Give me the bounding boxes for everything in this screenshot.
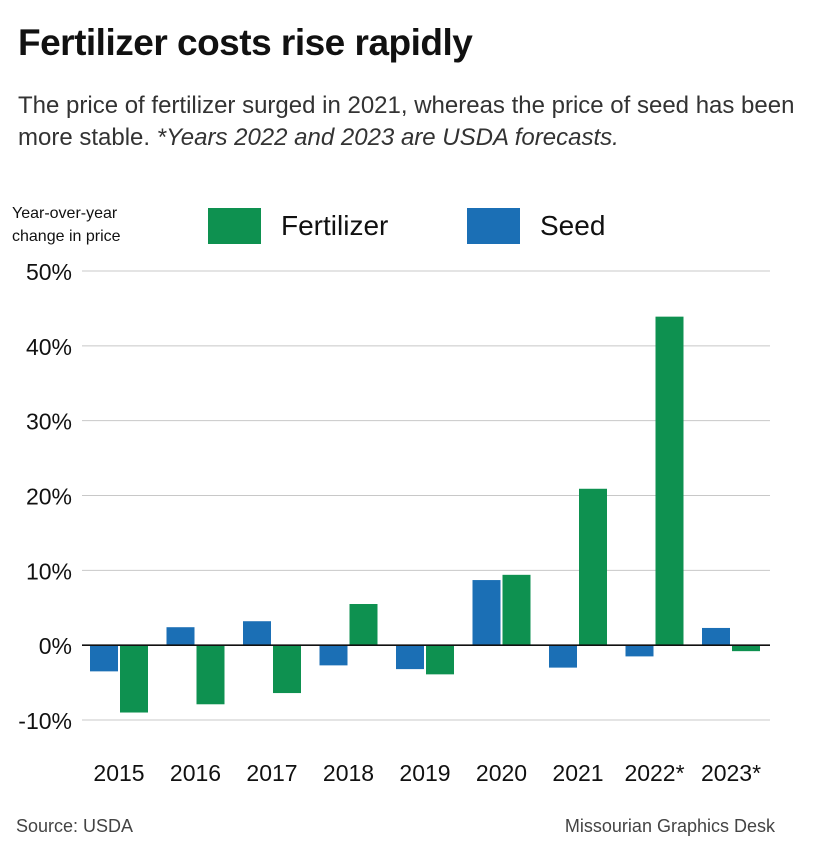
y-tick-label: 0% bbox=[39, 633, 72, 659]
bar-fertilizer bbox=[120, 645, 148, 713]
legend-swatch-fertilizer bbox=[208, 208, 261, 244]
subtitle-text: The price of fertilizer surged in 2021, … bbox=[18, 92, 795, 151]
bar-fertilizer bbox=[273, 645, 301, 694]
x-tick-label: 2020 bbox=[476, 760, 527, 786]
y-tick-label: 10% bbox=[26, 558, 72, 584]
bar-seed bbox=[319, 645, 348, 666]
bar-seed bbox=[625, 645, 654, 657]
y-axis-label: Year-over-year change in price bbox=[12, 205, 121, 245]
y-tick-label: 50% bbox=[26, 259, 72, 285]
x-tick-label: 2017 bbox=[246, 760, 297, 786]
bar-fertilizer bbox=[655, 316, 684, 646]
y-tick-label: 40% bbox=[26, 334, 72, 360]
x-tick-label: 2015 bbox=[93, 760, 144, 786]
bar-fertilizer bbox=[349, 604, 378, 646]
graphics-credit: Missourian Graphics Desk bbox=[564, 816, 775, 836]
bar-fertilizer bbox=[426, 645, 454, 675]
legend-item-seed: Seed bbox=[467, 208, 605, 244]
bar-seed bbox=[396, 645, 424, 670]
legend-swatch-seed bbox=[467, 208, 520, 244]
x-tick-label: 2023* bbox=[701, 760, 761, 786]
bar-seed bbox=[90, 645, 118, 672]
bar-seed bbox=[166, 627, 195, 646]
source-note: Source: USDA bbox=[16, 816, 134, 836]
y-tick-label: 30% bbox=[26, 409, 72, 435]
x-tick-label: 2019 bbox=[399, 760, 450, 786]
bar-fertilizer bbox=[732, 645, 760, 652]
chart-subtitle: The price of fertilizer surged in 2021, … bbox=[18, 90, 808, 154]
bar-seed bbox=[243, 621, 271, 646]
legend-label-fertilizer: Fertilizer bbox=[281, 210, 389, 241]
forecast-note: *Years 2022 and 2023 are USDA forecasts. bbox=[156, 124, 619, 151]
bar-seed bbox=[472, 580, 501, 646]
x-tick-label: 2016 bbox=[170, 760, 221, 786]
x-tick-label: 2021 bbox=[552, 760, 603, 786]
legend-label-seed: Seed bbox=[540, 210, 606, 241]
x-tick-label: 2022* bbox=[624, 760, 684, 786]
bar-fertilizer bbox=[579, 488, 607, 646]
x-tick-label: 2018 bbox=[323, 760, 374, 786]
y-tick-label: 20% bbox=[26, 484, 72, 510]
chart-title: Fertilizer costs rise rapidly bbox=[18, 22, 473, 63]
y-tick-label: -10% bbox=[18, 708, 72, 734]
bar-fertilizer bbox=[502, 574, 531, 646]
bar-fertilizer bbox=[196, 645, 225, 705]
bar-seed bbox=[549, 645, 577, 668]
legend-item-fertilizer: Fertilizer bbox=[208, 208, 388, 244]
bar-seed bbox=[702, 627, 730, 646]
